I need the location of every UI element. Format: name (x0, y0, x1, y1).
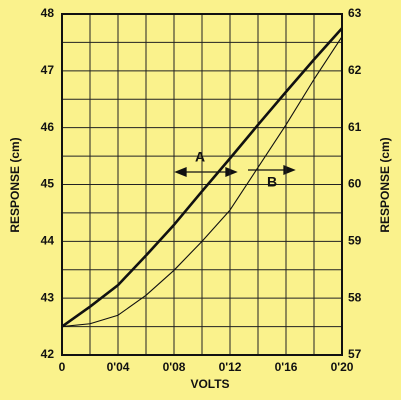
y-axis-label: RESPONSE (cm) (8, 137, 22, 232)
y-tick-label: 47 (41, 63, 55, 77)
x-tick-label: 0'20 (331, 360, 354, 374)
y-tick-label: 42 (41, 347, 55, 361)
y-tick-label: 48 (41, 6, 55, 20)
series-annotation: A (195, 149, 205, 165)
y2-tick-label: 57 (348, 347, 362, 361)
y-tick-label: 43 (41, 290, 55, 304)
y2-tick-label: 60 (348, 177, 362, 191)
y-tick-label: 45 (41, 177, 55, 191)
x-tick-label: 0'08 (163, 360, 186, 374)
y-tick-label: 46 (41, 120, 55, 134)
x-tick-label: 0'12 (219, 360, 242, 374)
line-series (61, 27, 343, 328)
arrow-a (174, 167, 238, 177)
y2-tick-label: 58 (348, 290, 362, 304)
x-tick-label: 0'04 (107, 360, 130, 374)
y2-tick-label: 63 (348, 6, 362, 20)
series-annotation: B (267, 174, 277, 190)
y-tick-label: 44 (41, 234, 55, 248)
y2-axis-label: RESPONSE (cm) (378, 137, 392, 232)
plot-frame (61, 13, 343, 356)
x-axis-label: VOLTS (190, 377, 229, 391)
line-series (61, 36, 343, 328)
y2-tick-label: 61 (348, 120, 362, 134)
x-tick-label: 0 (59, 360, 66, 374)
x-tick-label: 0'16 (275, 360, 298, 374)
y2-tick-label: 62 (348, 63, 362, 77)
y2-tick-label: 59 (348, 234, 362, 248)
